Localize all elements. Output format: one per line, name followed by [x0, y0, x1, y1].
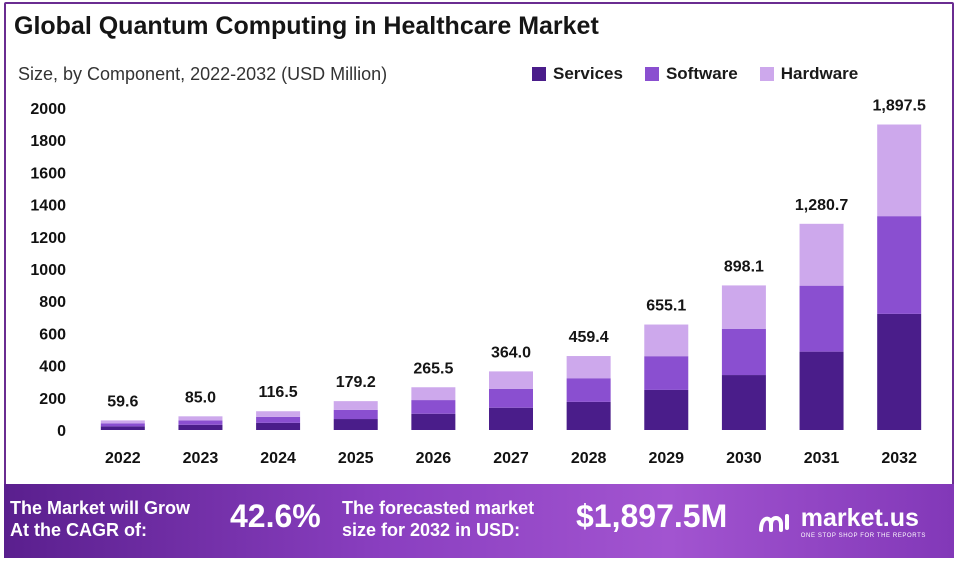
legend-swatch-hardware — [759, 67, 774, 81]
stacked-bar-chart: 0 200 400 600 800 1000 1200 1400 1600 1800 2000 59.… — [30, 98, 926, 467]
bar-segment-services — [333, 419, 378, 430]
bar-segment-hardware — [256, 411, 301, 417]
x-tick-label: 2026 — [416, 450, 452, 467]
y-tick-label: 800 — [39, 294, 66, 311]
bar-segment-services — [566, 401, 611, 430]
bar-total-label: 1,280.7 — [795, 197, 848, 214]
bar-segment-services — [799, 351, 844, 430]
bar-total-label: 116.5 — [259, 384, 298, 401]
bar-segment-hardware — [644, 324, 689, 357]
brand-name: market.us — [800, 504, 919, 532]
chart-subtitle: Size, by Component, 2022-2032 (USD Milli… — [18, 64, 388, 84]
summary-banner: The Market will Grow At the CAGR of: 42.… — [4, 484, 954, 558]
legend-swatch-software — [644, 67, 659, 81]
bar-total-label: 85.0 — [185, 389, 216, 406]
bar-segment-software — [411, 400, 456, 414]
bar-segment-software — [644, 356, 689, 390]
bar-total-label: 364.0 — [491, 344, 531, 361]
bar-segment-hardware — [100, 420, 145, 424]
bar-total-label: 1,897.5 — [872, 98, 925, 115]
y-tick-label: 2000 — [30, 101, 66, 118]
bar-segment-hardware — [178, 416, 223, 421]
bar-segment-software — [333, 409, 378, 420]
x-tick-label: 2025 — [338, 450, 374, 467]
chart-title: Global Quantum Computing in Healthcare M… — [14, 12, 599, 40]
bar-segment-hardware — [489, 371, 533, 389]
bar-segment-services — [877, 313, 922, 430]
bar-segment-software — [256, 416, 301, 423]
bar-segment-hardware — [333, 401, 378, 410]
cagr-label: The Market will Grow At the CAGR of: — [10, 497, 190, 541]
x-tick-label: 2028 — [571, 450, 607, 467]
bar-total-label: 265.5 — [413, 360, 453, 377]
y-tick-label: 200 — [39, 391, 66, 408]
y-tick-label: 0 — [57, 423, 66, 440]
y-tick-label: 1600 — [30, 165, 66, 182]
bar-segment-services — [100, 426, 145, 430]
forecast-label-line2: size for 2032 in USD: — [342, 520, 521, 540]
x-tick-label: 2031 — [804, 450, 840, 467]
bar-segment-hardware — [411, 387, 456, 401]
bar-segment-services — [644, 389, 689, 430]
x-tick-label: 2024 — [260, 450, 296, 467]
brand-logo: market.us ONE STOP SHOP FOR THE REPORTS — [757, 504, 926, 539]
bar-total-label: 655.1 — [646, 298, 686, 315]
legend-label-services: Services — [553, 64, 623, 83]
cagr-value: 42.6% — [230, 498, 321, 534]
bar-segment-hardware — [721, 285, 766, 329]
bar-total-label: 179.2 — [336, 374, 376, 391]
legend-label-software: Software — [665, 64, 738, 83]
x-tick-label: 2029 — [648, 450, 684, 467]
legend: Services Software Hardware — [532, 64, 858, 84]
bar-segment-services — [721, 375, 766, 430]
bar-segment-hardware — [799, 223, 844, 286]
legend-item-services: Services — [532, 64, 623, 84]
bar-segment-services — [178, 424, 223, 430]
y-tick-label: 1800 — [30, 133, 66, 150]
bar-segment-software — [489, 388, 533, 408]
bar-segment-services — [489, 407, 533, 430]
legend-item-hardware: Hardware — [759, 64, 859, 84]
bar-segment-software — [799, 285, 844, 352]
bar-segment-services — [256, 422, 301, 430]
y-tick-label: 1400 — [30, 198, 66, 215]
bar-segment-software — [877, 216, 922, 314]
legend-swatch-services — [532, 67, 546, 81]
bar-segment-software — [566, 378, 611, 402]
bar-segment-hardware — [877, 124, 922, 217]
x-tick-label: 2030 — [726, 450, 762, 467]
brand-tagline: ONE STOP SHOP FOR THE REPORTS — [800, 533, 926, 539]
bar-segment-software — [178, 420, 223, 425]
cagr-label-line1: The Market will Grow — [10, 498, 191, 518]
x-tick-label: 2027 — [493, 450, 529, 467]
x-tick-label: 2023 — [183, 450, 219, 467]
y-tick-label: 1000 — [30, 262, 66, 279]
bar-total-label: 59.6 — [107, 393, 138, 410]
bar-total-label: 459.4 — [569, 329, 609, 346]
y-tick-label: 1200 — [30, 230, 66, 247]
market-us-logo-icon — [758, 513, 789, 532]
legend-item-software: Software — [644, 64, 738, 84]
y-tick-label: 600 — [39, 326, 66, 343]
bar-segment-hardware — [566, 356, 611, 379]
y-tick-label: 400 — [39, 359, 66, 376]
bar-segment-services — [411, 413, 456, 430]
forecast-value: $1,897.5M — [576, 498, 728, 534]
x-tick-label: 2022 — [105, 450, 141, 467]
cagr-label-line2: At the CAGR of: — [10, 520, 147, 540]
bar-segment-software — [721, 328, 766, 376]
forecast-label: The forecasted market size for 2032 in U… — [342, 497, 534, 541]
forecast-label-line1: The forecasted market — [342, 498, 535, 518]
x-tick-label: 2032 — [881, 450, 917, 467]
bar-total-label: 898.1 — [724, 258, 764, 275]
bar-segment-software — [100, 423, 145, 427]
legend-label-hardware: Hardware — [780, 64, 859, 83]
